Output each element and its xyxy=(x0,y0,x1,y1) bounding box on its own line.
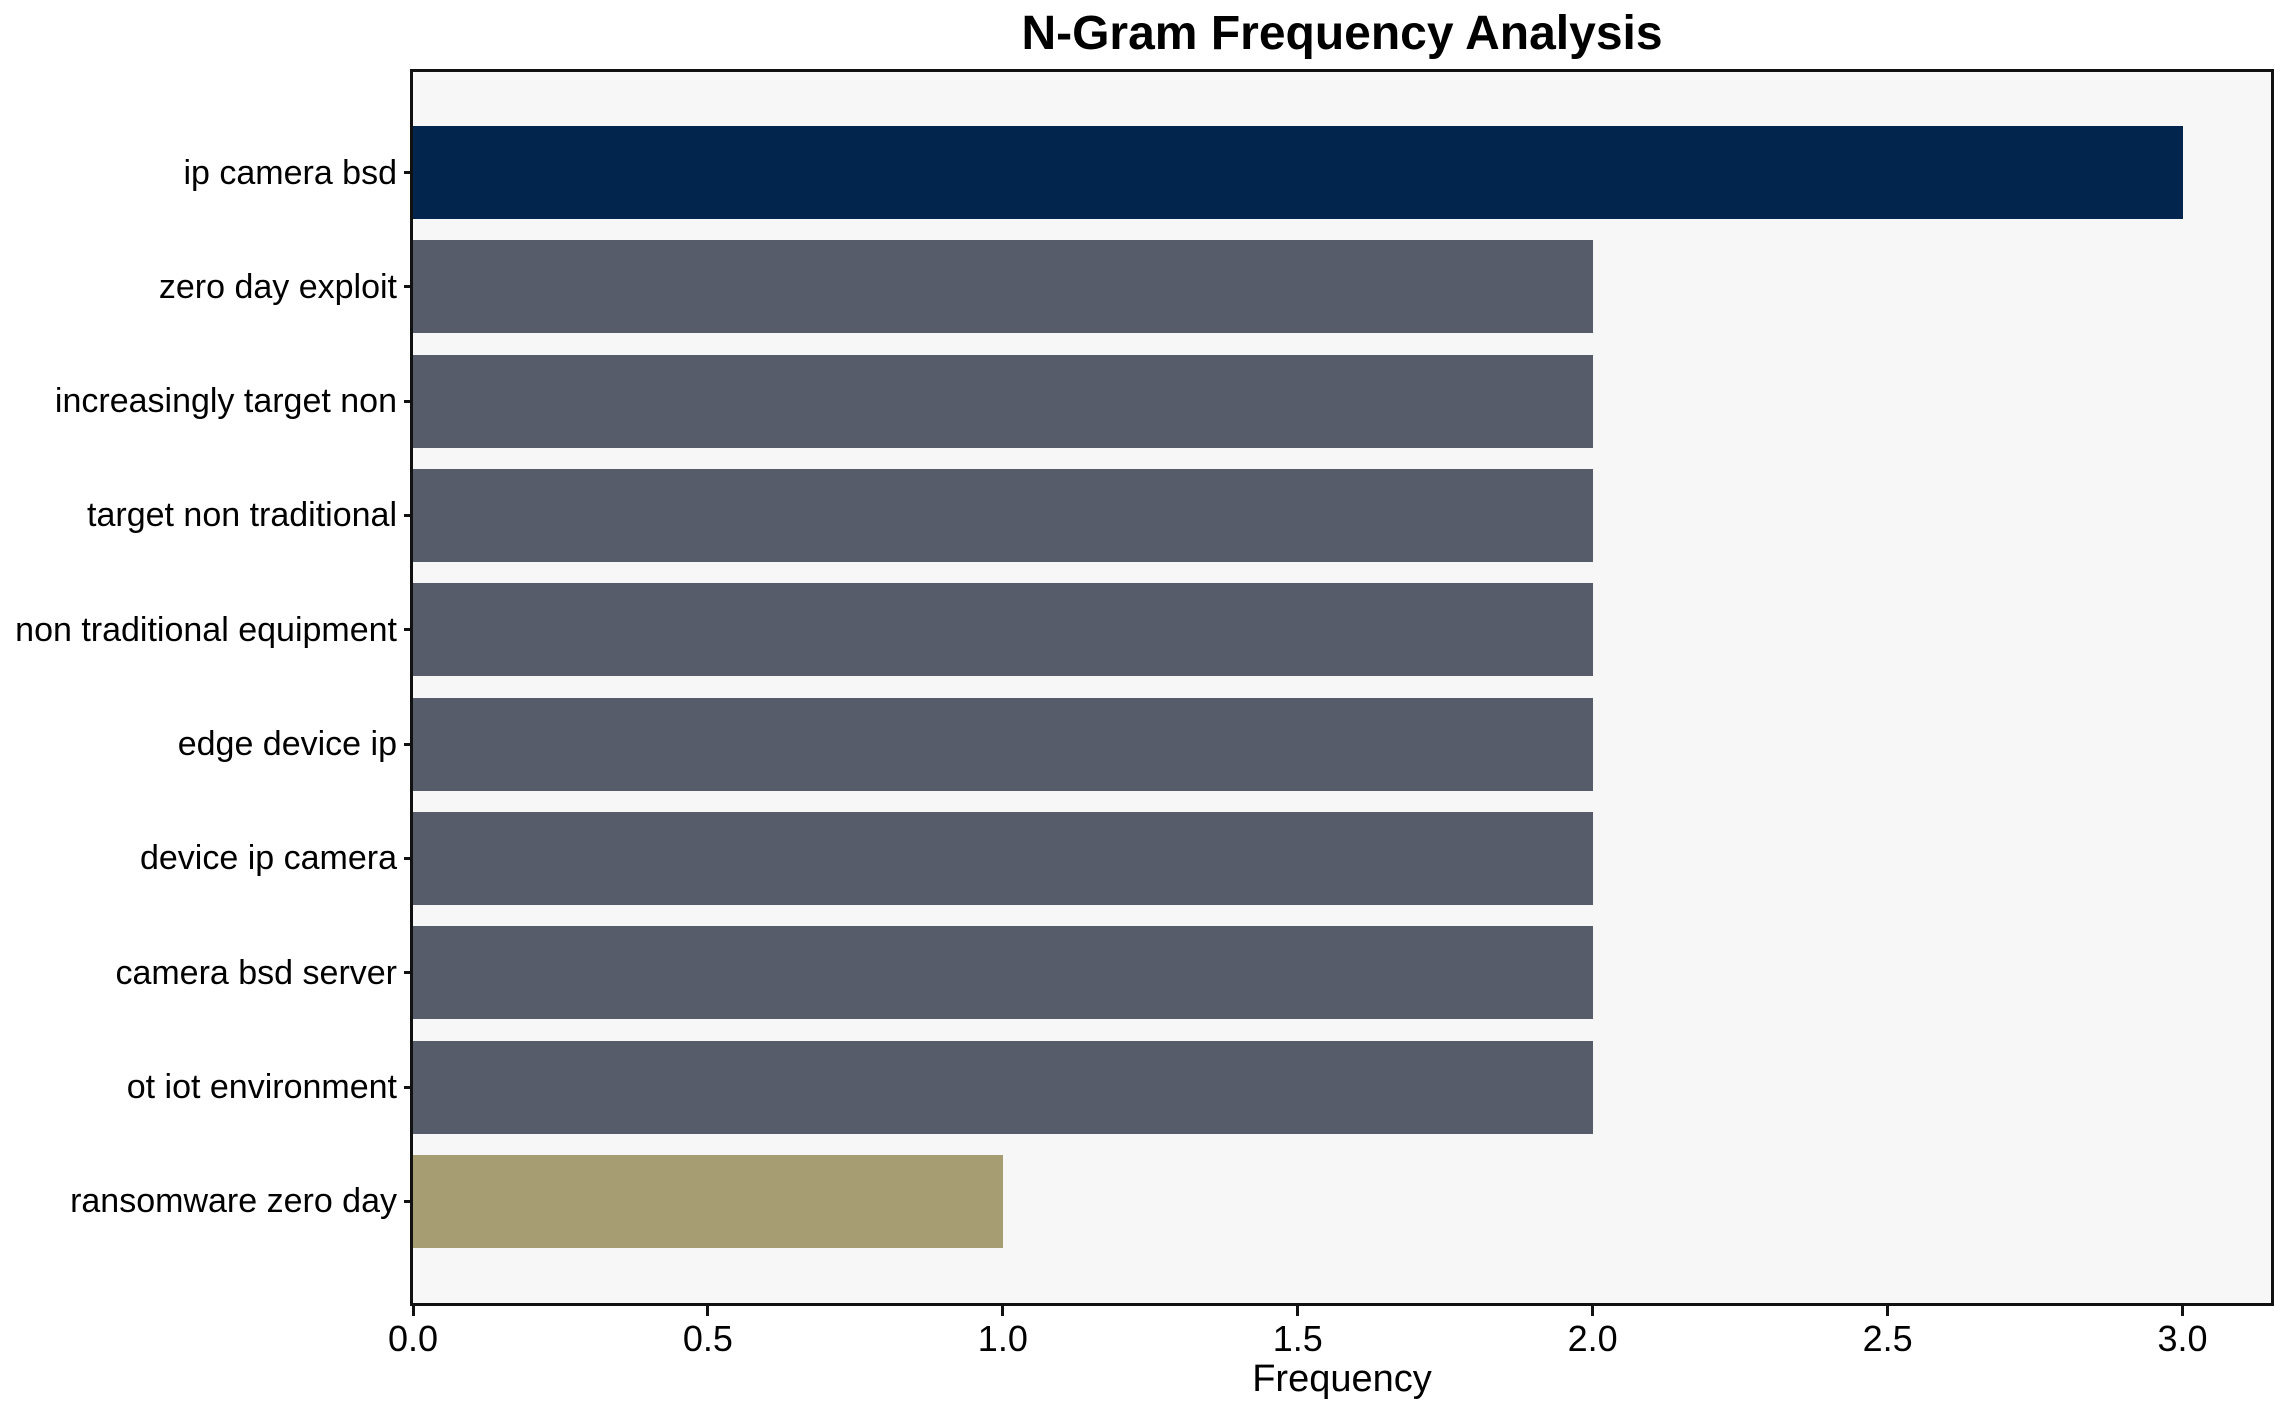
plot-area xyxy=(410,69,2274,1306)
bars-container xyxy=(413,72,2271,1303)
y-tick xyxy=(404,171,413,174)
category-label: non traditional equipment xyxy=(15,610,397,649)
x-tick xyxy=(411,1306,415,1316)
x-tick-label: 0.5 xyxy=(682,1318,733,1359)
bar-zero-day-exploit xyxy=(413,240,1593,334)
category-label: ip camera bsd xyxy=(183,153,397,192)
category-label: ot iot environment xyxy=(126,1068,397,1107)
x-tick xyxy=(1591,1306,1595,1316)
x-tick xyxy=(1001,1306,1005,1316)
y-tick xyxy=(404,1085,413,1089)
x-tick xyxy=(706,1306,710,1316)
bar-device-ip-camera xyxy=(413,811,1593,905)
x-tick-label: 1.5 xyxy=(1272,1318,1323,1359)
category-label: ransomware zero day xyxy=(70,1182,397,1221)
x-axis: 0.0 0.5 1.0 1.5 2.0 2.5 3.0 xyxy=(388,1306,2271,1366)
bar-non-traditional-equipment xyxy=(413,583,1593,677)
y-tick xyxy=(404,513,413,517)
category-label: camera bsd server xyxy=(115,953,397,992)
x-tick-label: 1.0 xyxy=(977,1318,1028,1359)
x-tick-label: 2.0 xyxy=(1567,1318,1618,1359)
y-tick xyxy=(404,856,413,860)
x-tick xyxy=(2181,1306,2185,1316)
category-label: target non traditional xyxy=(87,496,397,535)
y-tick xyxy=(404,628,413,632)
x-tick-label: 0.0 xyxy=(387,1318,439,1359)
x-axis-label: Frequency xyxy=(1252,1358,1432,1400)
y-tick xyxy=(404,742,413,746)
category-label: device ip camera xyxy=(139,839,397,878)
bar-edge-device-ip xyxy=(413,697,1593,791)
bar-ot-iot-environment xyxy=(413,1040,1593,1134)
y-tick xyxy=(404,971,413,975)
bar-ransomware-zero-day xyxy=(413,1154,1003,1248)
category-label: edge device ip xyxy=(177,725,397,764)
chart-title: N-Gram Frequency Analysis xyxy=(1021,7,1663,60)
bar-target-non-traditional xyxy=(413,468,1593,562)
y-tick xyxy=(404,285,413,289)
y-tick xyxy=(404,1199,413,1203)
category-label: zero day exploit xyxy=(158,267,397,306)
x-tick xyxy=(1296,1306,1300,1316)
category-label: increasingly target non xyxy=(54,382,397,421)
bar-camera-bsd-server xyxy=(413,926,1593,1020)
x-tick xyxy=(1886,1306,1890,1316)
x-tick-label: 3.0 xyxy=(2157,1318,2208,1359)
x-tick-label: 2.5 xyxy=(1862,1318,1913,1359)
bar-ip-camera-bsd xyxy=(413,126,2183,219)
y-tick xyxy=(404,399,413,403)
bar-increasingly-target-non xyxy=(413,354,1593,448)
